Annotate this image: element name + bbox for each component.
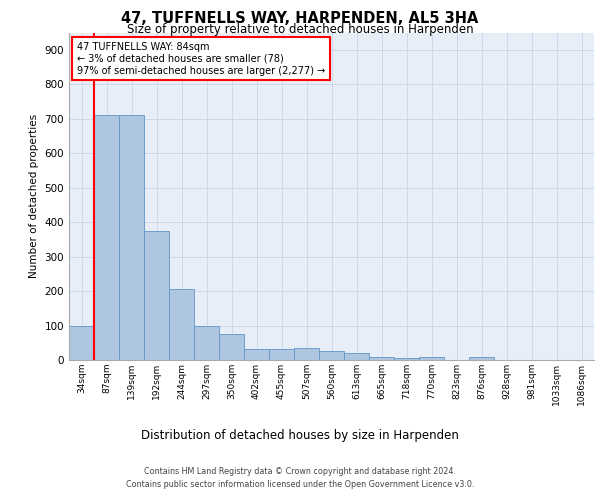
Text: Distribution of detached houses by size in Harpenden: Distribution of detached houses by size … [141,430,459,442]
Bar [394,358,419,360]
Text: Size of property relative to detached houses in Harpenden: Size of property relative to detached ho… [127,22,473,36]
Bar [119,115,144,360]
Text: 47, TUFFNELLS WAY, HARPENDEN, AL5 3HA: 47, TUFFNELLS WAY, HARPENDEN, AL5 3HA [121,11,479,26]
Bar [294,348,319,360]
Bar [419,356,444,360]
Bar [94,115,119,360]
Bar [344,353,369,360]
Bar [269,348,294,360]
Bar [194,326,219,360]
Bar [369,356,394,360]
Bar [469,356,494,360]
Bar [169,290,194,360]
Text: 47 TUFFNELLS WAY: 84sqm
← 3% of detached houses are smaller (78)
97% of semi-det: 47 TUFFNELLS WAY: 84sqm ← 3% of detached… [77,42,325,76]
Text: Contains HM Land Registry data © Crown copyright and database right 2024.
Contai: Contains HM Land Registry data © Crown c… [126,468,474,489]
Bar [219,334,244,360]
Bar [319,352,344,360]
Bar [69,326,94,360]
Bar [144,230,169,360]
Y-axis label: Number of detached properties: Number of detached properties [29,114,39,278]
Bar [244,349,269,360]
